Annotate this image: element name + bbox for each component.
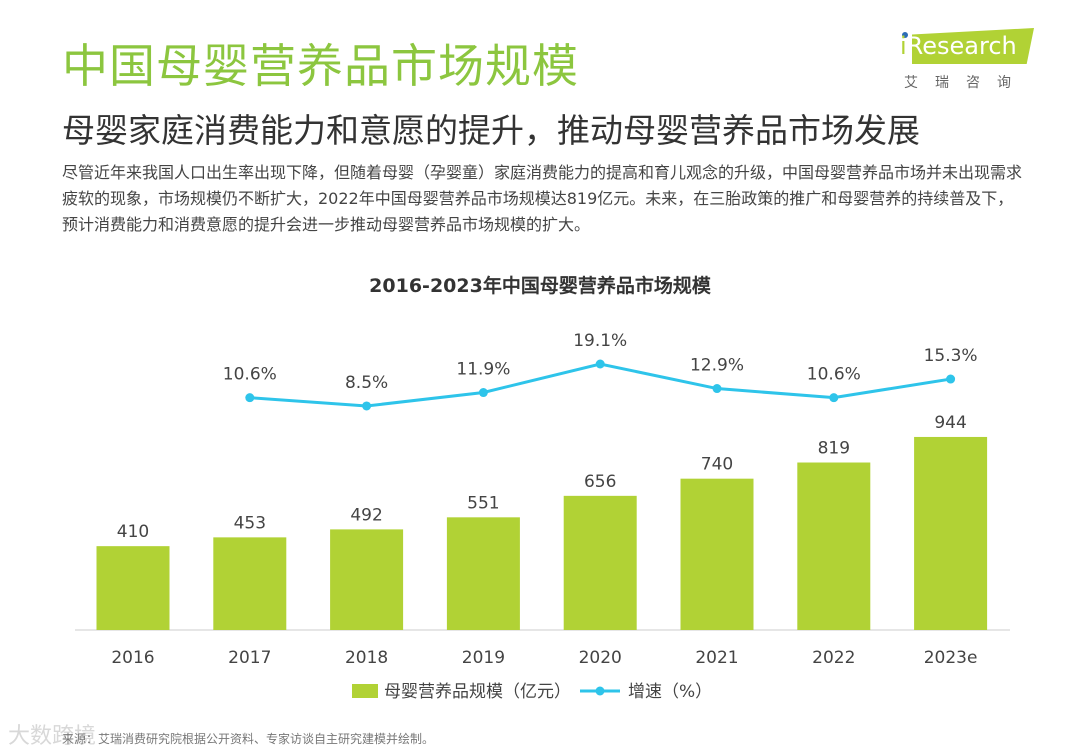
growth-label: 19.1% (573, 331, 627, 351)
bar-label: 410 (117, 522, 149, 542)
growth-label: 12.9% (690, 356, 744, 376)
bar-label: 740 (701, 455, 733, 475)
growth-label: 8.5% (345, 373, 388, 393)
x-tick-label: 2021 (695, 648, 738, 668)
x-tick-label: 2020 (579, 648, 622, 668)
chart-title: 2016-2023年中国母婴营养品市场规模 (369, 274, 712, 297)
growth-point (245, 393, 255, 403)
bar (96, 546, 170, 630)
growth-point (946, 374, 956, 384)
growth-point (829, 393, 839, 403)
growth-point (595, 359, 605, 369)
bar (914, 436, 988, 630)
growth-label: 11.9% (456, 360, 510, 380)
bar-label: 819 (818, 439, 850, 459)
x-tick-label: 2022 (812, 648, 855, 668)
legend-bar-label: 母婴营养品规模（亿元） (384, 682, 571, 702)
bar-label: 492 (350, 505, 382, 525)
x-tick-label: 2017 (228, 648, 271, 668)
bar-label: 453 (234, 513, 266, 533)
bar (797, 462, 871, 630)
bar-label: 944 (934, 413, 966, 433)
legend-bar-swatch (352, 684, 378, 698)
x-tick-label: 2019 (462, 648, 505, 668)
x-tick-label: 2018 (345, 648, 388, 668)
growth-label: 10.6% (223, 365, 277, 385)
x-tick-label: 2016 (111, 648, 154, 668)
page-subtitle: 母婴家庭消费能力和意愿的提升，推动母婴营养品市场发展 (62, 111, 920, 150)
watermark: 大数跨境 (8, 724, 97, 749)
x-tick-label: 2023e (924, 648, 978, 668)
legend-line-dot (595, 686, 605, 696)
source-note: 来源：艾瑞消费研究院根据公开资料、专家访谈自主研究建模并绘制。 (62, 732, 435, 746)
page-title: 中国母婴营养品市场规模 (62, 39, 579, 93)
iresearch-logo: iResearch 艾瑞咨询 (898, 28, 1038, 98)
logo-cn: 艾瑞咨询 (904, 75, 1028, 91)
growth-label: 10.6% (807, 365, 861, 385)
body-text: 尽管近年来我国人口出生率出现下降，但随着母婴（孕婴童）家庭消费能力的提高和育儿观… (62, 163, 1023, 234)
growth-point (362, 401, 372, 411)
bar (680, 478, 754, 630)
bar-label: 551 (467, 493, 499, 513)
growth-point (478, 388, 488, 398)
bar-label: 656 (584, 472, 616, 492)
growth-label: 15.3% (924, 346, 978, 366)
legend-line-label: 增速（%） (628, 682, 712, 702)
growth-point (712, 384, 722, 394)
bar (446, 517, 520, 630)
bar (563, 495, 637, 630)
bar (213, 537, 287, 630)
bar (330, 529, 404, 630)
